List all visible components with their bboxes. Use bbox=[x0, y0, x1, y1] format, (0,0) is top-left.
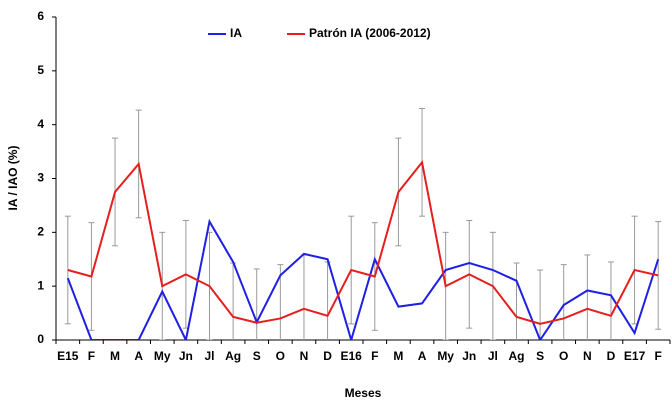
x-tick-label: Ag bbox=[509, 349, 525, 363]
x-tick-label: My bbox=[154, 349, 171, 363]
y-tick-label: 3 bbox=[37, 171, 44, 185]
y-tick-label: 4 bbox=[37, 117, 44, 131]
x-tick-label: Jn bbox=[462, 349, 476, 363]
x-tick-label: Jl bbox=[488, 349, 498, 363]
x-tick-label: D bbox=[607, 349, 616, 363]
x-tick-label: S bbox=[536, 349, 544, 363]
series-line bbox=[66, 218, 660, 340]
x-tick-label: Ag bbox=[225, 349, 241, 363]
x-tick-label: Jn bbox=[179, 349, 193, 363]
y-axis-label: IA / IAO (%) bbox=[6, 146, 20, 211]
x-tick-label: N bbox=[300, 349, 309, 363]
y-tick-label: 1 bbox=[37, 278, 44, 292]
y-tick-label: 6 bbox=[37, 9, 44, 23]
y-tick-label: 0 bbox=[37, 332, 44, 346]
y-tick-label: 2 bbox=[37, 225, 44, 239]
legend-label: IA bbox=[230, 26, 242, 40]
x-tick-label: O bbox=[276, 349, 285, 363]
x-tick-label: E16 bbox=[341, 349, 363, 363]
x-tick-label: D bbox=[323, 349, 332, 363]
x-tick-label: N bbox=[583, 349, 592, 363]
x-tick-label: M bbox=[110, 349, 120, 363]
x-tick-label: F bbox=[371, 349, 378, 363]
x-tick-label: M bbox=[393, 349, 403, 363]
y-tick-label: 5 bbox=[37, 63, 44, 77]
x-tick-label: E15 bbox=[57, 349, 79, 363]
plot-area bbox=[64, 108, 662, 340]
x-tick-label: A bbox=[134, 349, 143, 363]
x-tick-label: A bbox=[418, 349, 427, 363]
legend-label: Patrón IA (2006-2012) bbox=[309, 26, 431, 40]
x-tick-label: Jl bbox=[204, 349, 214, 363]
x-tick-label: O bbox=[559, 349, 568, 363]
x-tick-label: My bbox=[437, 349, 454, 363]
x-tick-label: F bbox=[655, 349, 662, 363]
x-axis-label: Meses bbox=[345, 386, 382, 400]
x-tick-label: E17 bbox=[624, 349, 646, 363]
series-line bbox=[67, 160, 659, 325]
x-tick-label: S bbox=[253, 349, 261, 363]
x-tick-label: F bbox=[88, 349, 95, 363]
